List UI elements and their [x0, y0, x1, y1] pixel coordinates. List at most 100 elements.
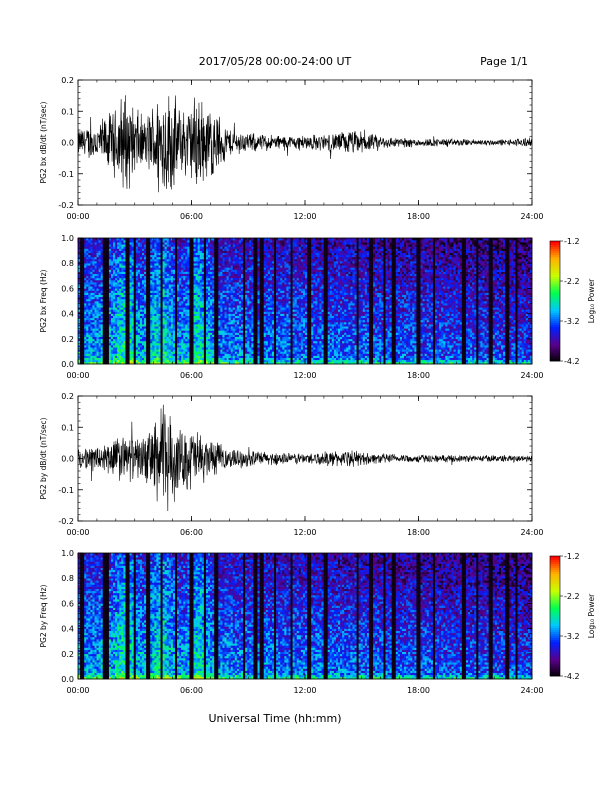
- spectrogram-cell: [167, 244, 169, 246]
- spectrogram-cell: [225, 337, 227, 339]
- spectrogram-cell: [169, 274, 171, 276]
- spectrogram-cell: [194, 316, 196, 318]
- spectrogram-cell: [200, 330, 202, 332]
- spectrogram-cell: [95, 341, 97, 343]
- spectrogram-cell: [97, 299, 99, 301]
- spectrogram-cell: [187, 280, 189, 282]
- spectrogram-cell: [90, 351, 92, 353]
- spectrogram-cell: [167, 328, 169, 330]
- spectrogram-cell: [218, 261, 220, 263]
- spectrogram-cell: [235, 320, 237, 322]
- spectrogram-cell: [158, 284, 160, 286]
- spectrogram-cell: [130, 356, 132, 358]
- spectrogram-cell: [115, 297, 117, 299]
- spectrogram-cell: [229, 341, 231, 343]
- spectrogram-cell: [227, 330, 229, 332]
- spectrogram-cell: [156, 274, 158, 276]
- spectrogram-cell: [156, 297, 158, 299]
- spectrogram-cell: [82, 253, 84, 255]
- spectrogram-cell: [158, 316, 160, 318]
- spectrogram-cell: [90, 251, 92, 253]
- spectrogram-cell: [227, 291, 229, 293]
- spectrogram-cell: [194, 297, 196, 299]
- spectrogram-cell: [125, 293, 127, 295]
- spectrogram-cell: [214, 288, 216, 290]
- spectrogram-cell: [140, 335, 142, 337]
- spectrogram-cell: [192, 270, 194, 272]
- spectrogram-cell: [86, 267, 88, 269]
- spectrogram-cell: [231, 337, 233, 339]
- spectrogram-cell: [243, 314, 245, 316]
- spectrogram-cell: [107, 274, 109, 276]
- spectrogram-cell: [192, 246, 194, 248]
- spectrogram-cell: [235, 242, 237, 244]
- spectrogram-cell: [194, 307, 196, 309]
- spectrogram-cell: [92, 265, 94, 267]
- spectrogram-cell: [103, 242, 105, 244]
- spectrogram-cell: [97, 284, 99, 286]
- spectrogram-cell: [150, 276, 152, 278]
- spectrogram-cell: [235, 270, 237, 272]
- spectrogram-cell: [152, 322, 154, 324]
- spectrogram-cell: [90, 280, 92, 282]
- spectrogram-cell: [105, 240, 107, 242]
- spectrogram-cell: [208, 341, 210, 343]
- spectrogram-cell: [194, 303, 196, 305]
- spectrogram-cell: [138, 282, 140, 284]
- spectrogram-cell: [208, 351, 210, 353]
- spectrogram-cell: [125, 307, 127, 309]
- spectrogram-cell: [144, 318, 146, 320]
- spectrogram-cell: [140, 333, 142, 335]
- spectrogram-cell: [239, 242, 241, 244]
- spectrogram-cell: [123, 320, 125, 322]
- spectrogram-cell: [121, 240, 123, 242]
- spectrogram-cell: [128, 263, 130, 265]
- spectrogram-cell: [225, 276, 227, 278]
- spectrogram-cell: [136, 246, 138, 248]
- spectrogram-cell: [220, 330, 222, 332]
- spectrogram-cell: [171, 339, 173, 341]
- spectrogram-cell: [220, 249, 222, 251]
- spectrogram-cell: [183, 345, 185, 347]
- spectrogram-cell: [92, 358, 94, 360]
- spectrogram-cell: [218, 328, 220, 330]
- spectrogram-cell: [146, 246, 148, 248]
- spectrogram-cell: [227, 249, 229, 251]
- spectrogram-cell: [158, 240, 160, 242]
- spectrogram-cell: [82, 354, 84, 356]
- spectrogram-cell: [95, 293, 97, 295]
- spectrogram-cell: [231, 274, 233, 276]
- spectrogram-cell: [225, 356, 227, 358]
- spectrogram-cell: [179, 301, 181, 303]
- spectrogram-cell: [235, 255, 237, 257]
- spectrogram-cell: [119, 360, 121, 362]
- spectrogram-cell: [138, 242, 140, 244]
- spectrogram-cell: [175, 280, 177, 282]
- spectrogram-cell: [90, 303, 92, 305]
- spectrogram-cell: [152, 333, 154, 335]
- spectrogram-cell: [95, 326, 97, 328]
- spectrogram-cell: [86, 345, 88, 347]
- spectrogram-cell: [185, 295, 187, 297]
- spectrogram-cell: [148, 320, 150, 322]
- spectrogram-cell: [194, 318, 196, 320]
- spectrogram-cell: [101, 257, 103, 259]
- spectrogram-cell: [222, 240, 224, 242]
- spectrogram-cell: [210, 261, 212, 263]
- spectrogram-cell: [148, 341, 150, 343]
- spectrogram-cell: [163, 358, 165, 360]
- spectrogram-cell: [237, 297, 239, 299]
- spectrogram-cell: [146, 249, 148, 251]
- spectrogram-cell: [185, 253, 187, 255]
- spectrogram-cell: [111, 276, 113, 278]
- spectrogram-cell: [171, 297, 173, 299]
- spectrogram-cell: [90, 246, 92, 248]
- spectrogram-cell: [101, 349, 103, 351]
- spectrogram-cell: [152, 297, 154, 299]
- spectrogram-cell: [146, 343, 148, 345]
- spectrogram-cell: [111, 240, 113, 242]
- spectrogram-cell: [220, 276, 222, 278]
- spectrogram-cell: [107, 358, 109, 360]
- spectrogram-cell: [125, 280, 127, 282]
- spectrogram-cell: [130, 333, 132, 335]
